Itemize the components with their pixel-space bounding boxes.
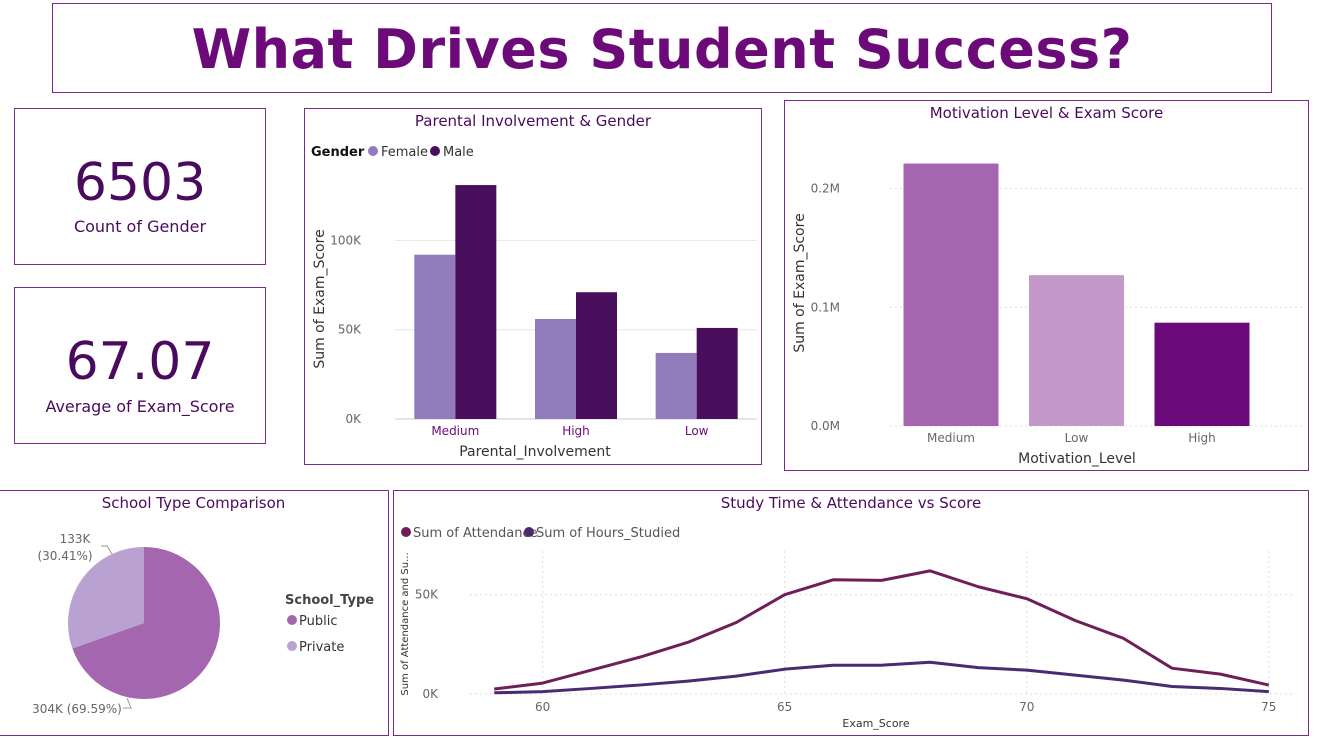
parental-chart-card[interactable]: Parental Involvement & Gender Gender Fem… xyxy=(304,108,762,465)
parental-legend-title: Gender xyxy=(311,145,365,160)
motivation-chart: Sum of Exam_Score Motivation_Level 0.0M 0… xyxy=(792,163,1305,467)
kpi-label-count: Count of Gender xyxy=(73,217,207,236)
parental-bar-male xyxy=(455,185,497,419)
parental-x-axis-title: Parental_Involvement xyxy=(459,444,611,460)
pie-leader-private xyxy=(101,545,113,555)
study-time-chart: Sum of Attendance Sum of Hours_Studied S… xyxy=(400,526,1293,730)
attendance-line xyxy=(494,569,1270,691)
line-y-tick: 0K xyxy=(422,687,439,701)
parental-chart: Gender Female Male Sum of Exam_Score Par… xyxy=(311,145,757,460)
kpi-value-average: 67.07 xyxy=(65,332,215,392)
line-x-axis-title: Exam_Score xyxy=(842,717,909,730)
motivation-x-tick: Medium xyxy=(927,431,975,445)
pie-label-public: 304K (69.59%) xyxy=(32,702,122,716)
pie-label-private-pct: (30.41%) xyxy=(37,549,92,563)
parental-y-axis-title: Sum of Exam_Score xyxy=(312,229,328,368)
legend-female-marker xyxy=(368,146,378,156)
line-y-tick: 50K xyxy=(415,588,439,602)
title-card: What Drives Student Success? xyxy=(52,3,1272,93)
school-legend-title: School_Type xyxy=(285,593,374,608)
legend-male-label: Male xyxy=(443,145,474,160)
parental-y-tick: 100K xyxy=(330,233,362,247)
line-x-tick: 60 xyxy=(535,700,550,714)
line-x-tick: 70 xyxy=(1019,700,1034,714)
school-type-card[interactable]: School Type Comparison School_Type Publi… xyxy=(0,490,389,736)
legend-hours-label: Sum of Hours_Studied xyxy=(536,526,680,541)
motivation-x-tick: Low xyxy=(1065,431,1089,445)
hours-studied-line xyxy=(494,660,1269,695)
parental-x-tick: Low xyxy=(685,424,709,438)
pie-leader-public xyxy=(123,697,132,709)
motivation-bar-high xyxy=(1154,322,1250,426)
motivation-chart-title: Motivation Level & Exam Score xyxy=(929,104,1164,122)
parental-x-tick: Medium xyxy=(431,424,479,438)
kpi-label-average: Average of Exam_Score xyxy=(45,397,235,416)
pie-label-private-value: 133K xyxy=(60,532,92,546)
kpi-card-average[interactable]: 67.07 Average of Exam_Score xyxy=(14,287,266,444)
legend-private-label: Private xyxy=(299,640,344,655)
parental-bar-male xyxy=(696,327,738,419)
motivation-x-axis-title: Motivation_Level xyxy=(1018,451,1136,467)
legend-public-label: Public xyxy=(299,614,337,629)
motivation-x-tick: High xyxy=(1188,431,1216,445)
motivation-y-tick: 0.0M xyxy=(811,419,840,433)
parental-bar-male xyxy=(576,292,617,419)
school-type-title: School Type Comparison xyxy=(101,494,286,512)
motivation-y-tick: 0.2M xyxy=(811,182,840,196)
parental-bar-female xyxy=(414,254,456,419)
legend-attendance-marker xyxy=(401,527,411,537)
parental-chart-title: Parental Involvement & Gender xyxy=(414,112,652,130)
motivation-y-tick: 0.1M xyxy=(811,300,840,314)
pie-slice-public xyxy=(72,547,220,699)
line-x-tick: 75 xyxy=(1261,700,1276,714)
study-time-card[interactable]: Study Time & Attendance vs Score Sum of … xyxy=(393,490,1309,736)
legend-female-label: Female xyxy=(381,145,428,160)
parental-y-tick: 50K xyxy=(338,323,362,337)
pie-slice-private xyxy=(68,547,144,649)
legend-hours-marker xyxy=(524,527,534,537)
legend-private-marker xyxy=(287,641,297,651)
parental-bar-female xyxy=(655,352,697,419)
line-x-tick: 65 xyxy=(777,700,792,714)
motivation-bar-medium xyxy=(903,163,999,426)
motivation-bar-low xyxy=(1029,275,1124,426)
motivation-y-axis-title: Sum of Exam_Score xyxy=(792,213,808,352)
motivation-chart-card[interactable]: Motivation Level & Exam Score Sum of Exa… xyxy=(784,100,1309,471)
parental-bar-female xyxy=(535,319,576,419)
page-title: What Drives Student Success? xyxy=(191,18,1133,81)
parental-y-tick: 0K xyxy=(345,412,362,426)
legend-attendance-label: Sum of Attendance xyxy=(413,526,538,541)
line-y-axis-title: Sum of Attendance and Su... xyxy=(400,552,411,695)
parental-x-tick: High xyxy=(562,424,590,438)
kpi-card-count[interactable]: 6503 Count of Gender xyxy=(14,108,266,265)
study-time-title: Study Time & Attendance vs Score xyxy=(720,494,982,512)
legend-public-marker xyxy=(287,615,297,625)
school-type-pie: School_Type Public Private 133K (30.41%)… xyxy=(32,532,374,716)
kpi-value-count: 6503 xyxy=(73,153,207,213)
legend-male-marker xyxy=(430,146,440,156)
